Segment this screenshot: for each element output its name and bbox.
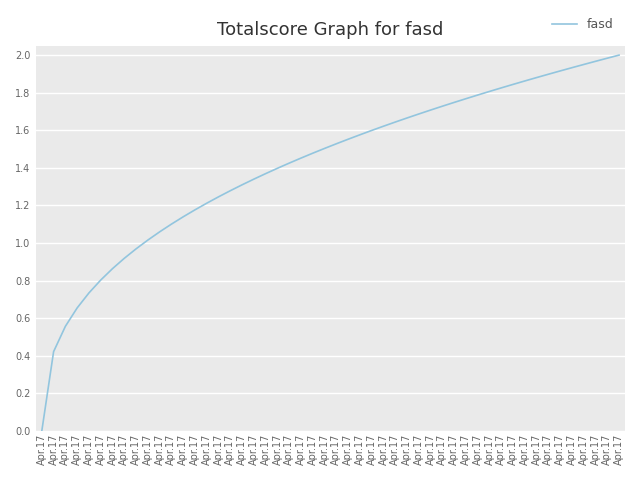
fasd [273, 166, 281, 171]
fasd [74, 305, 81, 311]
fasd [109, 266, 116, 272]
fasd [427, 107, 435, 113]
fasd [380, 123, 387, 129]
fasd [497, 85, 505, 91]
fasd [568, 65, 576, 71]
fasd [250, 176, 258, 182]
fasd [156, 229, 163, 235]
fasd [532, 75, 540, 81]
fasd [203, 200, 211, 206]
fasd [238, 182, 246, 188]
fasd [309, 150, 317, 156]
fasd [38, 428, 45, 434]
fasd [132, 246, 140, 252]
Title: Totalscore Graph for fasd: Totalscore Graph for fasd [217, 21, 444, 38]
fasd [486, 88, 493, 94]
fasd [50, 349, 58, 355]
fasd [321, 145, 328, 151]
fasd [415, 111, 422, 117]
Legend: fasd: fasd [547, 13, 619, 36]
Line: fasd: fasd [42, 55, 619, 431]
fasd [521, 78, 529, 84]
fasd [191, 207, 199, 213]
fasd [120, 255, 128, 261]
fasd [356, 132, 364, 138]
fasd [615, 52, 623, 58]
fasd [285, 160, 293, 166]
fasd [214, 194, 222, 200]
fasd [403, 115, 411, 121]
fasd [227, 188, 234, 193]
fasd [179, 214, 187, 220]
fasd [368, 128, 376, 133]
fasd [85, 290, 93, 296]
fasd [556, 68, 564, 74]
fasd [262, 171, 269, 177]
fasd [438, 103, 446, 109]
fasd [97, 277, 104, 283]
fasd [509, 82, 517, 87]
fasd [333, 141, 340, 147]
fasd [580, 61, 588, 67]
fasd [451, 99, 458, 105]
fasd [344, 136, 352, 142]
fasd [545, 72, 552, 77]
fasd [168, 221, 175, 227]
fasd [591, 59, 599, 64]
fasd [297, 155, 305, 161]
fasd [61, 324, 69, 329]
fasd [474, 92, 481, 98]
fasd [144, 237, 152, 243]
fasd [392, 119, 399, 125]
fasd [462, 96, 470, 102]
fasd [604, 55, 611, 61]
